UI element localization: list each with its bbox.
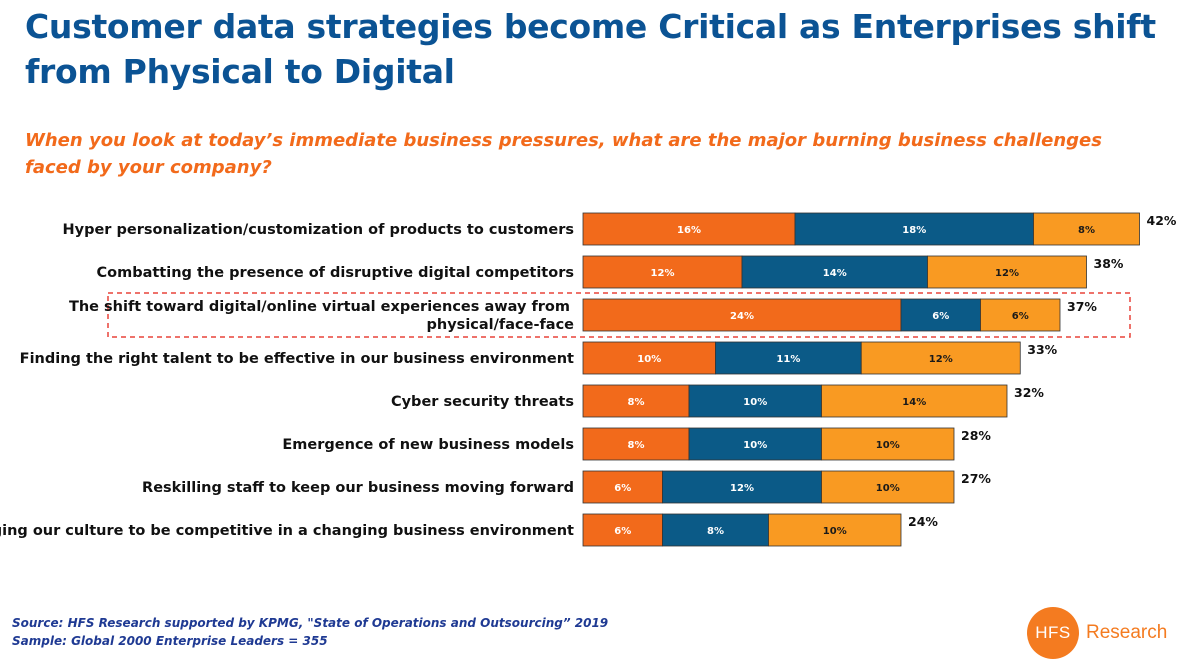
segment-value-label: 12% bbox=[995, 268, 1019, 279]
category-label: Hyper personalization/customization of p… bbox=[62, 222, 574, 238]
total-label: 27% bbox=[961, 471, 991, 486]
bar-segment bbox=[821, 384, 1008, 418]
bar-segment bbox=[688, 427, 822, 461]
bar-segment bbox=[927, 255, 1087, 289]
segment-value-label: 6% bbox=[614, 526, 631, 537]
bar-segment bbox=[582, 255, 743, 289]
bar-segment bbox=[768, 513, 902, 547]
category-label: Finding the right talent to be effective… bbox=[20, 351, 574, 367]
segment-value-label: 12% bbox=[651, 268, 675, 279]
segment-value-label: 12% bbox=[730, 483, 754, 494]
bar-segment bbox=[662, 513, 769, 547]
bar-segment bbox=[582, 212, 796, 246]
total-label: 28% bbox=[961, 428, 991, 443]
bar-segment bbox=[582, 427, 690, 461]
category-label: Emergence of new business models bbox=[282, 437, 574, 453]
bar-segment bbox=[582, 513, 663, 547]
segment-value-label: 6% bbox=[932, 311, 949, 322]
bar-segment bbox=[715, 341, 862, 375]
category-label: Reskilling staff to keep our business mo… bbox=[142, 480, 574, 496]
segment-value-label: 8% bbox=[1078, 225, 1095, 236]
hfs-research-logo: HFS Research bbox=[1027, 607, 1197, 661]
segment-value-label: 10% bbox=[637, 354, 661, 365]
bar-segment bbox=[821, 427, 955, 461]
source-note: Source: HFS Research supported by KPMG, … bbox=[12, 614, 608, 650]
bar-segment bbox=[741, 255, 928, 289]
total-label: 38% bbox=[1094, 256, 1124, 271]
category-label: Cyber security threats bbox=[391, 394, 574, 410]
bar-segment bbox=[662, 470, 822, 504]
segment-value-label: 8% bbox=[707, 526, 724, 537]
segment-value-label: 8% bbox=[628, 397, 645, 408]
total-label: 32% bbox=[1014, 385, 1044, 400]
page-title: Customer data strategies become Critical… bbox=[25, 7, 1156, 91]
segment-value-label: 10% bbox=[823, 526, 847, 537]
source-line: Source: HFS Research supported by KPMG, … bbox=[12, 616, 609, 630]
logo-text: Research bbox=[1086, 622, 1168, 643]
segment-value-label: 10% bbox=[743, 440, 767, 451]
bar-segment bbox=[1033, 212, 1140, 246]
stacked-bar-chart: Hyper personalization/customization of p… bbox=[0, 212, 1177, 547]
segment-value-label: 24% bbox=[730, 311, 754, 322]
total-label: 37% bbox=[1067, 299, 1097, 314]
bar-segment bbox=[582, 341, 716, 375]
highlight-box bbox=[107, 292, 1131, 338]
segment-value-label: 8% bbox=[628, 440, 645, 451]
bar-segment bbox=[821, 470, 955, 504]
bar-segment bbox=[582, 298, 902, 332]
segment-value-label: 14% bbox=[823, 268, 847, 279]
total-label: 24% bbox=[908, 514, 938, 529]
survey-question: When you look at today’s immediate busin… bbox=[25, 130, 1102, 178]
segment-value-label: 10% bbox=[876, 440, 900, 451]
bar-segment bbox=[980, 298, 1061, 332]
category-label: Combatting the presence of disruptive di… bbox=[96, 265, 574, 281]
segment-value-label: 18% bbox=[902, 225, 926, 236]
category-label: The shift toward digital/online virtual … bbox=[69, 299, 574, 333]
total-label: 42% bbox=[1147, 213, 1177, 228]
segment-value-label: 10% bbox=[743, 397, 767, 408]
segment-value-label: 10% bbox=[876, 483, 900, 494]
segment-value-label: 12% bbox=[929, 354, 953, 365]
segment-value-label: 6% bbox=[614, 483, 631, 494]
segment-value-label: 14% bbox=[902, 397, 926, 408]
sample-line: Sample: Global 2000 Enterprise Leaders =… bbox=[12, 634, 328, 648]
segment-value-label: 6% bbox=[1012, 311, 1029, 322]
bar-segment bbox=[900, 298, 981, 332]
segment-value-label: 16% bbox=[677, 225, 701, 236]
total-label: 33% bbox=[1027, 342, 1057, 357]
category-label: Changing our culture to be competitive i… bbox=[0, 523, 574, 539]
segment-value-label: 11% bbox=[776, 354, 800, 365]
logo-mark: HFS bbox=[1027, 607, 1079, 659]
bar-segment bbox=[860, 341, 1021, 375]
bar-segment bbox=[582, 384, 690, 418]
bar-segment bbox=[794, 212, 1034, 246]
